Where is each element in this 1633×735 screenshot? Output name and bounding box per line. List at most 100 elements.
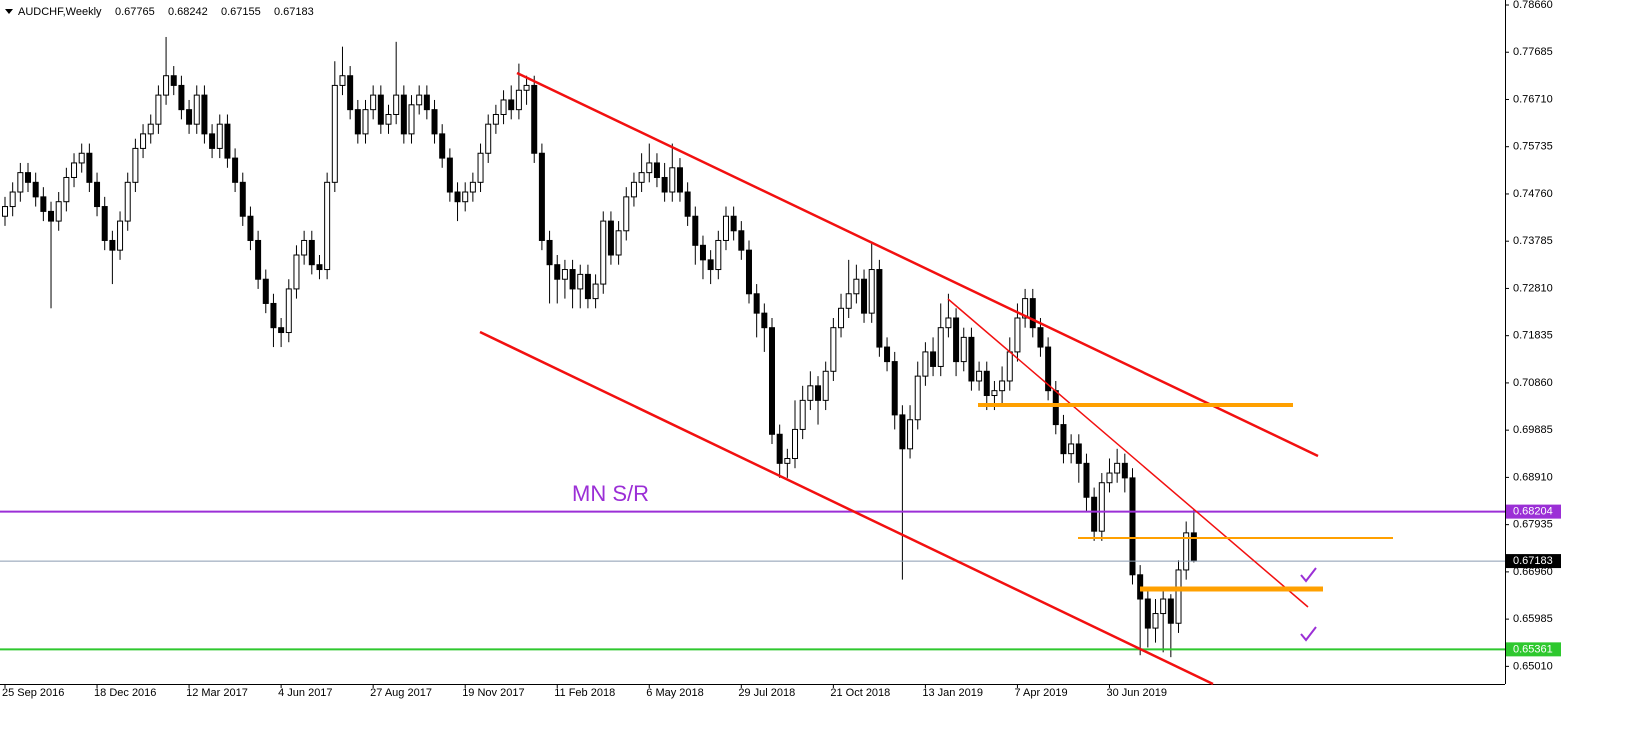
- trend-line: [479, 330, 1214, 686]
- candle-body: [454, 191, 461, 203]
- level-label: 0.65361: [1513, 643, 1553, 655]
- level-tag: [1506, 504, 1561, 519]
- x-tick-label: 25 Sep 2016: [2, 687, 64, 699]
- candle-body: [669, 167, 676, 193]
- candle-body: [745, 249, 752, 295]
- candle-body: [393, 94, 400, 115]
- candle-body: [132, 147, 139, 183]
- current-price-tag: [1506, 554, 1561, 569]
- candle-body: [830, 327, 837, 372]
- candle-body: [661, 176, 668, 193]
- candle-body: [354, 109, 361, 135]
- candle-body: [109, 239, 116, 251]
- annotation: MN S/R: [572, 481, 649, 506]
- candle-body: [178, 84, 185, 111]
- candle-body: [891, 361, 898, 416]
- candle-body: [976, 370, 983, 382]
- candle-body: [607, 220, 614, 256]
- candle-body: [769, 327, 775, 435]
- candle-body: [1129, 477, 1136, 576]
- candle-body: [362, 109, 369, 135]
- y-tick-label: 0.75735: [1513, 141, 1553, 153]
- candle-body: [485, 123, 492, 154]
- level-tag: [1506, 642, 1561, 657]
- candle-body: [945, 317, 952, 329]
- candle-body: [822, 370, 829, 401]
- candle-body: [55, 201, 62, 222]
- x-tick-label: 12 Mar 2017: [186, 687, 248, 699]
- candle-body: [71, 162, 78, 178]
- candle-body: [1060, 424, 1067, 455]
- candle-body: [715, 239, 722, 271]
- candle-body: [2, 206, 8, 217]
- candle-body: [469, 181, 476, 193]
- candle-body: [538, 152, 545, 241]
- x-tick-label: 27 Aug 2017: [370, 687, 432, 699]
- candle-body: [477, 152, 484, 183]
- candle-body: [63, 176, 70, 203]
- candle-body: [531, 84, 538, 154]
- candle-body: [707, 259, 714, 271]
- candle-body: [776, 433, 783, 464]
- x-tick-label: 21 Oct 2018: [830, 687, 890, 699]
- candle-body: [1114, 462, 1121, 474]
- x-tick-label: 6 May 2018: [646, 687, 703, 699]
- candle-body: [78, 152, 85, 164]
- candle-body: [9, 191, 16, 208]
- candle-body: [492, 113, 499, 125]
- candle-body: [48, 210, 55, 222]
- candle-body: [653, 162, 660, 178]
- x-tick-label: 30 Jun 2019: [1106, 687, 1167, 699]
- candle-body: [408, 104, 415, 135]
- candle-body: [638, 172, 645, 183]
- candle-body: [370, 94, 377, 111]
- candle-body: [170, 75, 177, 86]
- candle-body: [385, 113, 392, 125]
- x-tick-label: 19 Nov 2017: [462, 687, 524, 699]
- candle-body: [1098, 482, 1105, 532]
- candle-body: [761, 312, 768, 329]
- drawings: [479, 71, 1393, 686]
- header-close: 0.67183: [274, 6, 314, 18]
- candle-body: [40, 196, 47, 212]
- candle-body: [930, 351, 937, 367]
- candle-body: [646, 162, 653, 174]
- candle-body: [592, 283, 599, 300]
- candle-body: [270, 302, 277, 329]
- candle-body: [255, 239, 262, 280]
- candle-body: [316, 264, 323, 271]
- y-tick-label: 0.74760: [1513, 188, 1553, 200]
- candle-body: [907, 419, 914, 450]
- candle-body: [508, 99, 515, 111]
- candle-body: [17, 172, 24, 193]
- candle-body: [462, 191, 469, 203]
- candle-body: [914, 375, 921, 421]
- current-price-label: 0.67183: [1513, 555, 1553, 567]
- candle-body: [1029, 298, 1036, 329]
- candle-body: [439, 133, 446, 159]
- y-tick-label: 0.70860: [1513, 377, 1553, 389]
- candle-body: [799, 399, 806, 430]
- candle-body: [561, 269, 568, 280]
- candle-body: [209, 133, 216, 149]
- candle-body: [193, 94, 200, 125]
- symbol-title: AUDCHF,Weekly: [18, 6, 102, 18]
- candle-body: [163, 75, 170, 96]
- candle-body: [1037, 327, 1044, 348]
- candle-body: [347, 75, 354, 111]
- candle-body: [722, 215, 729, 241]
- y-tick-label: 0.65010: [1513, 660, 1553, 672]
- candle-body: [308, 239, 315, 266]
- candle-body: [25, 172, 32, 183]
- check-mark: [1300, 567, 1317, 583]
- x-tick-label: 13 Jan 2019: [922, 687, 983, 699]
- candle-body: [991, 390, 998, 397]
- candle-body: [262, 278, 269, 304]
- candle-body: [216, 123, 223, 149]
- candle-body: [853, 278, 860, 295]
- candle-body: [515, 89, 522, 111]
- candle-body: [400, 94, 407, 135]
- candle-body: [1006, 351, 1013, 382]
- check-mark: [1300, 626, 1317, 642]
- candle-body: [937, 327, 944, 367]
